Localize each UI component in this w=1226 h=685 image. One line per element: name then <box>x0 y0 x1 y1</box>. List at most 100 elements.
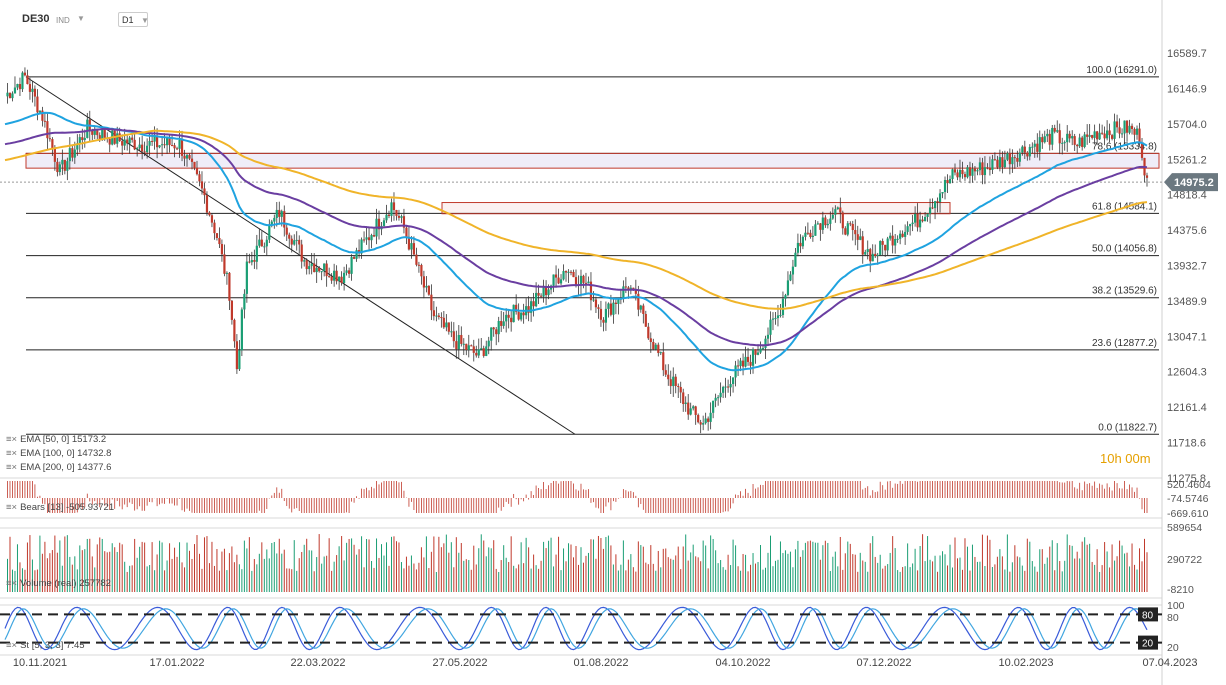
candle-body <box>1086 134 1089 137</box>
legend-ema200[interactable]: ≡× EMA [200, 0] 14377.6 <box>6 462 112 473</box>
candle-body <box>816 223 819 225</box>
candle-body <box>71 148 74 158</box>
candle-body <box>1115 121 1119 128</box>
candle-body <box>347 270 351 274</box>
symbol-label[interactable]: DE30 <box>22 13 50 25</box>
candle-body <box>614 302 617 304</box>
legend-ema50[interactable]: ≡× EMA [50, 0] 15173.2 <box>6 434 107 445</box>
timeframe-select[interactable]: D1 <box>118 12 148 27</box>
candle-body <box>1110 135 1114 139</box>
candle-body <box>427 285 430 295</box>
price-axis-label: 16589.7 <box>1167 48 1207 60</box>
legend-volume[interactable]: ≡× Volume (real) 257782 <box>6 578 111 589</box>
candle-body <box>854 229 857 235</box>
legend-stochastic[interactable]: ≡× St [5, 3, 3] 7.45 <box>6 640 85 651</box>
stochastic-k-line <box>4 606 1148 651</box>
timeframe-dropdown-icon[interactable]: ▼ <box>141 16 149 25</box>
candle-body <box>756 352 760 355</box>
candle-body <box>136 148 139 150</box>
candle-body <box>482 348 485 356</box>
candle-body <box>1051 127 1054 145</box>
candle-body <box>724 386 727 388</box>
candle-body <box>163 144 166 146</box>
candle-body <box>624 286 627 288</box>
candle-body <box>387 214 391 216</box>
candle-body <box>31 88 34 92</box>
candle-body <box>786 280 790 296</box>
candle-body <box>440 317 443 319</box>
candle-body <box>253 260 256 262</box>
candle-body <box>170 145 174 147</box>
candle-body <box>1093 131 1096 138</box>
candle-body <box>248 261 251 263</box>
candle-body <box>96 130 99 136</box>
candle-body <box>694 406 697 415</box>
candle-body <box>288 234 291 239</box>
candle-body <box>607 303 610 309</box>
candle-body <box>841 212 844 229</box>
candle-body <box>400 216 403 218</box>
candle-body <box>734 365 737 378</box>
candle-body <box>290 238 293 245</box>
candle-body <box>143 151 146 153</box>
candle-body <box>8 92 12 99</box>
candle-body <box>345 270 348 273</box>
legend-ema100[interactable]: ≡× EMA [100, 0] 14732.8 <box>6 448 112 459</box>
candle-body <box>6 92 9 97</box>
candle-body <box>931 207 934 209</box>
candle-body <box>776 315 780 319</box>
candle-body <box>1145 175 1149 178</box>
candle-body <box>103 129 106 138</box>
candle-body <box>63 159 66 171</box>
candle-body <box>153 136 156 142</box>
legend-bears[interactable]: ≡× Bears [13] -505.93721 <box>6 502 115 513</box>
bears-axis-label: -74.5746 <box>1167 493 1209 505</box>
candle-body <box>662 352 665 371</box>
legend-menu-icon[interactable]: ≡× <box>6 578 18 589</box>
candle-body <box>1038 137 1041 152</box>
candle-body <box>173 145 176 149</box>
candle-body <box>283 211 286 228</box>
symbol-dropdown-icon[interactable]: ▼ <box>77 14 85 23</box>
candle-body <box>993 159 996 161</box>
candle-body <box>779 314 782 316</box>
legend-menu-icon[interactable]: ≡× <box>6 462 18 473</box>
candle-body <box>160 144 164 146</box>
candle-body <box>203 188 206 196</box>
stochastic-axis-label: 80 <box>1167 612 1179 624</box>
legend-menu-icon[interactable]: ≡× <box>6 448 18 459</box>
candle-body <box>859 236 862 240</box>
candle-body <box>1130 125 1134 130</box>
fib-level-label: 0.0 (11822.7) <box>1098 422 1157 433</box>
candle-body <box>1041 137 1044 143</box>
legend-menu-icon[interactable]: ≡× <box>6 502 18 513</box>
candle-body <box>131 137 134 140</box>
candle-body <box>914 213 917 223</box>
legend-menu-icon[interactable]: ≡× <box>6 640 18 651</box>
candle-body <box>884 244 887 251</box>
candle-body <box>649 338 652 342</box>
candle-body <box>340 276 343 283</box>
candle-body <box>632 287 635 290</box>
candle-body <box>794 252 797 267</box>
candle-body <box>639 305 642 310</box>
candle-body <box>687 402 690 415</box>
candle-body <box>766 334 770 339</box>
candle-body <box>480 348 483 350</box>
candle-body <box>520 312 523 320</box>
candle-body <box>986 167 989 169</box>
candle-body <box>517 311 520 320</box>
candle-body <box>1098 132 1101 140</box>
legend-menu-icon[interactable]: ≡× <box>6 434 18 445</box>
candle-body <box>909 224 912 227</box>
candle-body <box>1068 133 1071 139</box>
candle-body <box>1078 137 1081 147</box>
candle-body <box>604 308 608 323</box>
candle-body <box>273 217 276 222</box>
candle-body <box>472 346 475 353</box>
candle-body <box>333 270 336 281</box>
candle-body <box>622 286 625 299</box>
candle-body <box>988 167 992 170</box>
candle-body <box>714 397 717 401</box>
